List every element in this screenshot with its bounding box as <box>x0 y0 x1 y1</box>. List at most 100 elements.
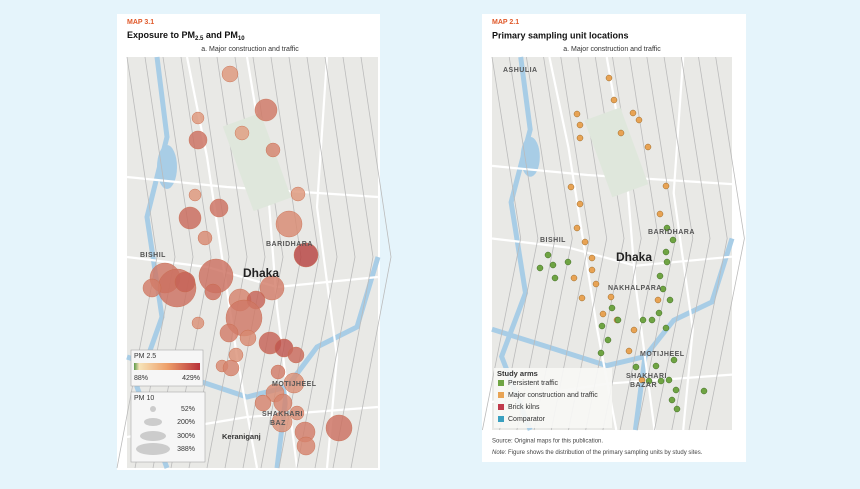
sampling-unit <box>656 210 664 218</box>
minor-road <box>688 56 728 431</box>
lake <box>157 145 177 189</box>
legend-label: 200% <box>177 419 195 426</box>
color-ramp <box>134 363 200 370</box>
pollution-bubble <box>221 65 239 83</box>
place-label: ASHULIA <box>503 67 538 74</box>
legend-title: PM 10 <box>134 395 154 402</box>
sampling-unit <box>614 316 622 324</box>
legend-label: 88% <box>134 375 148 382</box>
legend-swatch <box>498 380 504 386</box>
pollution-bubble <box>296 436 316 456</box>
title-part: and PM <box>203 30 238 40</box>
sampling-unit <box>672 386 680 394</box>
pollution-bubble <box>142 278 162 298</box>
minor-road <box>654 56 694 431</box>
note: Note: Figure shows the distribution of t… <box>492 450 703 456</box>
sampling-unit <box>635 116 643 124</box>
map-title: Exposure to PM2.5 and PM10 <box>127 30 245 41</box>
minor-road <box>296 56 338 469</box>
note-text: Figure shows the distribution of the pri… <box>506 450 702 456</box>
sampling-unit <box>654 296 662 304</box>
sampling-unit <box>607 293 615 301</box>
sampling-unit <box>564 258 572 266</box>
sampling-unit <box>625 347 633 355</box>
pollution-bubble <box>188 188 202 202</box>
place-label: BAZAR <box>630 382 657 389</box>
minor-road <box>671 56 711 431</box>
sampling-unit <box>648 316 656 324</box>
sampling-unit <box>581 238 589 246</box>
city-label: Dhaka <box>616 250 652 264</box>
minor-road <box>314 56 356 469</box>
pollution-bubble <box>209 198 229 218</box>
sampling-unit <box>598 322 606 330</box>
legend-title: Study arms <box>497 369 538 378</box>
sampling-unit <box>597 349 605 357</box>
sampling-unit <box>700 387 708 395</box>
legend-label: 300% <box>177 433 195 440</box>
sampling-unit <box>549 261 557 269</box>
source: Source: Original maps for this publicati… <box>492 439 603 445</box>
sampling-unit <box>632 363 640 371</box>
note-label: Note: <box>492 450 507 456</box>
place-label: NAKHALPARA <box>608 285 662 292</box>
sampling-unit <box>576 134 584 142</box>
pollution-bubble <box>204 283 222 301</box>
legend-label: 52% <box>181 406 195 413</box>
pollution-bubble <box>265 142 281 158</box>
pollution-bubble <box>191 316 205 330</box>
place-label: Keraniganj <box>222 432 261 441</box>
place-label: BAZ <box>270 420 286 427</box>
sampling-unit <box>670 356 678 364</box>
legend-label: 429% <box>182 375 200 382</box>
size-symbol <box>140 431 166 441</box>
sampling-unit <box>536 264 544 272</box>
legend-label: Comparator <box>508 416 546 423</box>
sampling-unit <box>608 304 616 312</box>
map-label: MAP 3.1 <box>127 19 154 26</box>
sampling-unit <box>630 326 638 334</box>
legend-box <box>494 368 612 428</box>
park <box>584 107 649 198</box>
pollution-bubble <box>239 329 257 347</box>
pollution-bubble <box>275 210 303 238</box>
legend-label: Brick kilns <box>508 404 540 411</box>
map-label: MAP 2.1 <box>492 19 519 26</box>
pollution-bubble <box>287 346 305 364</box>
sampling-unit <box>592 280 600 288</box>
city-label: Dhaka <box>243 266 279 280</box>
minor-road <box>550 56 590 431</box>
sampling-unit <box>659 285 667 293</box>
place-label: BISHIL <box>540 237 566 244</box>
sampling-unit <box>599 310 607 318</box>
pollution-bubble <box>219 323 239 343</box>
sampling-unit <box>644 143 652 151</box>
size-symbol <box>150 406 156 412</box>
sampling-unit <box>657 377 665 385</box>
sampling-unit <box>570 274 578 282</box>
sampling-unit <box>573 224 581 232</box>
sampling-unit <box>666 296 674 304</box>
legend-title: PM 2.5 <box>134 353 156 360</box>
road <box>672 56 694 431</box>
sampling-unit <box>673 405 681 413</box>
sampling-unit <box>605 74 613 82</box>
river <box>491 326 646 369</box>
minor-road <box>568 56 608 431</box>
legend-swatch <box>498 416 504 422</box>
size-symbol <box>136 443 170 455</box>
minor-road <box>206 56 248 469</box>
sampling-unit <box>665 376 673 384</box>
pollution-bubble <box>254 394 272 412</box>
legend-label: Persistent traffic <box>508 380 559 387</box>
sampling-unit <box>656 272 664 280</box>
legend-swatch <box>498 392 504 398</box>
minor-road <box>705 56 745 431</box>
place-label: SHAKHARI <box>626 373 667 380</box>
sampling-unit <box>662 324 670 332</box>
sampling-unit <box>573 110 581 118</box>
sampling-unit <box>588 266 596 274</box>
pollution-bubble <box>222 359 240 377</box>
sampling-unit <box>668 396 676 404</box>
minor-road <box>332 56 374 469</box>
